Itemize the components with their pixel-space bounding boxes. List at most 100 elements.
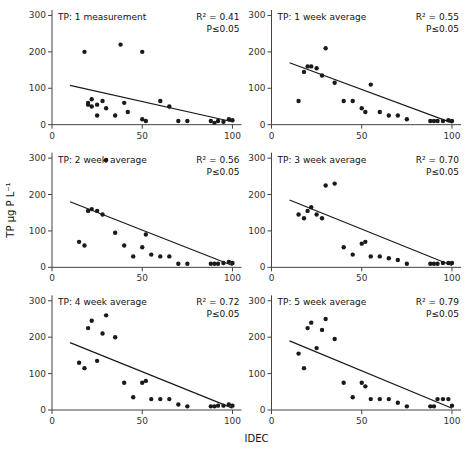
point xyxy=(176,261,180,265)
point xyxy=(302,70,306,74)
plot-area xyxy=(290,181,455,265)
y-tick-label: 300 xyxy=(29,296,46,306)
y-tick-label: 200 xyxy=(29,190,46,200)
y-tick xyxy=(268,373,272,374)
plot-area xyxy=(70,313,235,408)
y-tick xyxy=(268,51,272,52)
x-tick-label: 50 xyxy=(137,416,149,426)
point xyxy=(140,50,144,54)
x-tick-label: 100 xyxy=(443,273,460,283)
y-tick xyxy=(48,194,52,195)
y-tick xyxy=(268,230,272,231)
y-tick-label: 100 xyxy=(29,226,46,236)
plot-area xyxy=(290,317,455,409)
point xyxy=(320,328,324,332)
x-tick xyxy=(451,125,452,129)
point xyxy=(341,380,345,384)
subplot-title: TP: 3 week average xyxy=(277,155,367,165)
point xyxy=(216,403,220,407)
point xyxy=(314,212,318,216)
x-axis-line xyxy=(52,267,242,268)
point xyxy=(405,261,409,265)
point xyxy=(296,99,300,103)
point xyxy=(113,335,117,339)
point xyxy=(360,380,364,384)
x-tick xyxy=(142,267,143,271)
y-tick xyxy=(268,194,272,195)
point xyxy=(167,397,171,401)
y-tick-label: 100 xyxy=(248,83,265,93)
x-tick xyxy=(142,125,143,129)
y-tick-label: 300 xyxy=(29,153,46,163)
x-tick xyxy=(361,267,362,271)
point xyxy=(378,254,382,258)
subplot-title: TP: 2 week average xyxy=(57,155,147,165)
point xyxy=(167,254,171,258)
point xyxy=(323,183,327,187)
subplot-title: TP: 1 week average xyxy=(277,12,367,22)
x-tick-label: 50 xyxy=(137,273,149,283)
regression-line xyxy=(70,202,232,266)
annotation: P≤0.05 xyxy=(426,309,459,319)
point xyxy=(100,331,104,335)
annotation: R² = 0.79 xyxy=(416,297,459,307)
point xyxy=(77,360,81,364)
point xyxy=(122,101,126,105)
x-tick-label: 0 xyxy=(269,131,275,141)
x-tick xyxy=(451,410,452,414)
point xyxy=(314,346,318,350)
point xyxy=(95,113,99,117)
x-axis-line xyxy=(272,410,462,411)
x-tick-label: 0 xyxy=(269,273,275,283)
y-tick-label: 200 xyxy=(248,332,265,342)
point xyxy=(387,256,391,260)
point xyxy=(100,99,104,103)
point xyxy=(82,243,86,247)
plot-area xyxy=(70,42,235,124)
annotation: R² = 0.55 xyxy=(416,12,459,22)
y-tick-label: 100 xyxy=(29,83,46,93)
point xyxy=(122,380,126,384)
point xyxy=(82,50,86,54)
point xyxy=(305,326,309,330)
x-tick xyxy=(271,267,272,271)
point xyxy=(363,240,367,244)
y-tick xyxy=(48,158,52,159)
x-tick-label: 0 xyxy=(269,416,275,426)
point xyxy=(396,258,400,262)
y-axis-line xyxy=(52,153,53,268)
y-tick xyxy=(268,410,272,411)
point xyxy=(131,395,135,399)
y-tick xyxy=(48,267,52,268)
y-tick xyxy=(48,88,52,89)
y-tick-label: 200 xyxy=(248,190,265,200)
annotation: P≤0.05 xyxy=(426,24,459,34)
point xyxy=(144,232,148,236)
y-axis-label: TP µg P L⁻¹ xyxy=(5,182,16,238)
x-tick-label: 50 xyxy=(356,416,368,426)
point xyxy=(396,401,400,405)
point xyxy=(82,366,86,370)
point xyxy=(104,106,108,110)
point xyxy=(158,99,162,103)
point xyxy=(131,254,135,258)
point xyxy=(176,119,180,123)
point xyxy=(351,99,355,103)
regression-line xyxy=(290,341,452,408)
point xyxy=(86,101,90,105)
x-tick-label: 50 xyxy=(137,131,149,141)
point xyxy=(435,261,439,265)
point xyxy=(360,106,364,110)
subplot: 0100200300050100TP: 3 week averageR² = 0… xyxy=(248,153,461,284)
point xyxy=(396,113,400,117)
point xyxy=(86,326,90,330)
x-axis-line xyxy=(52,410,242,411)
y-tick xyxy=(268,124,272,125)
point xyxy=(320,216,324,220)
y-tick-label: 100 xyxy=(248,369,265,379)
y-tick-label: 300 xyxy=(248,10,265,20)
point xyxy=(363,384,367,388)
x-tick-label: 100 xyxy=(224,131,241,141)
point xyxy=(149,397,153,401)
point xyxy=(77,240,81,244)
